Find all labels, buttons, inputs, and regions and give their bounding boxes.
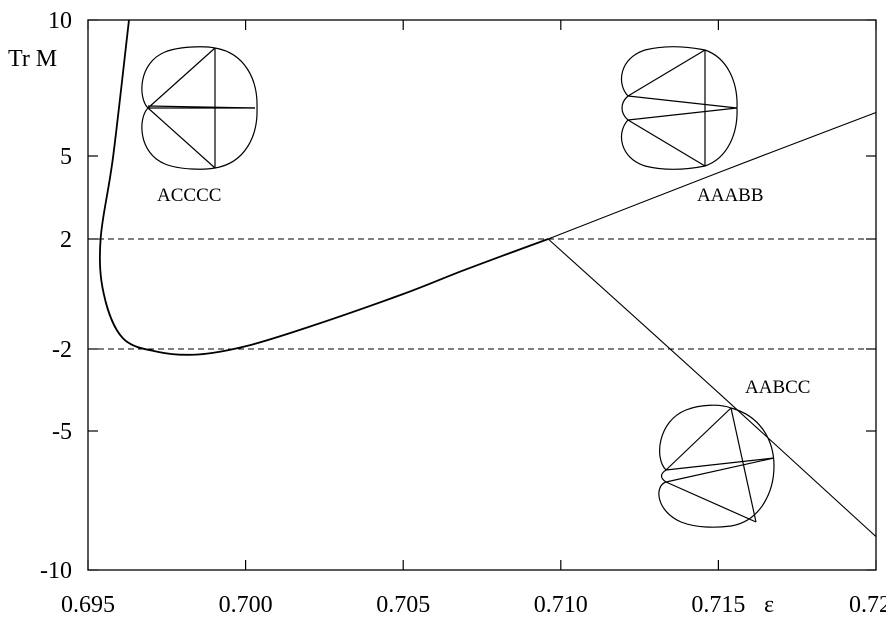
inset-boundary xyxy=(620,46,738,170)
y-tick-label: 2 xyxy=(60,227,72,253)
y-tick-label: -2 xyxy=(52,337,72,363)
inset-orbit-aaabb xyxy=(620,46,738,170)
inset-chord xyxy=(147,107,216,169)
inset-boundary xyxy=(141,46,258,170)
curves xyxy=(99,19,877,538)
x-tick-label: 0.715 xyxy=(691,592,745,618)
inset-chord xyxy=(665,457,775,471)
x-tick-label: 0.700 xyxy=(219,592,273,618)
annotation-accccc: ACCCC xyxy=(157,185,221,206)
inset-chord xyxy=(665,481,757,523)
series-line-aabcc xyxy=(547,238,877,538)
y-tick-label: -10 xyxy=(40,558,72,584)
x-tick-label: 0.705 xyxy=(376,592,430,618)
x-tick-label: 0.710 xyxy=(534,592,588,618)
inset-chord xyxy=(665,407,732,471)
y-axis-label: Tr M xyxy=(8,46,57,72)
series-line-aaabb xyxy=(547,111,877,240)
annotation-aabcc: AABCC xyxy=(745,377,810,398)
annotation-aaabb: AAABB xyxy=(697,185,764,206)
inset-chord xyxy=(627,119,706,167)
series-line-acccc xyxy=(99,19,549,356)
plot-frame xyxy=(87,19,877,571)
tick-labels: -10 -5 -2 2 5 10 0.695 0.700 0.705 0.710 0.715 0.72… xyxy=(40,8,886,618)
inset-orbit-accccc xyxy=(141,46,258,170)
ticks xyxy=(87,19,877,571)
y-tick-label: 5 xyxy=(60,144,72,170)
reference-lines xyxy=(88,238,876,350)
inset-boundary xyxy=(658,404,775,528)
x-tick-label: 0.695 xyxy=(61,592,115,618)
inset-chord xyxy=(147,105,256,109)
inset-chord xyxy=(627,107,738,121)
inset-chord xyxy=(665,457,775,483)
inset-chord xyxy=(627,95,738,109)
inset-chord xyxy=(147,47,216,109)
inset-chord xyxy=(627,49,706,97)
inset-orbit-aabcc xyxy=(658,404,775,528)
x-axis-label: ε xyxy=(764,592,774,618)
y-tick-label: -5 xyxy=(52,419,72,445)
y-tick-label: 10 xyxy=(48,8,72,34)
x-tick-label: 0.720 xyxy=(849,592,886,618)
